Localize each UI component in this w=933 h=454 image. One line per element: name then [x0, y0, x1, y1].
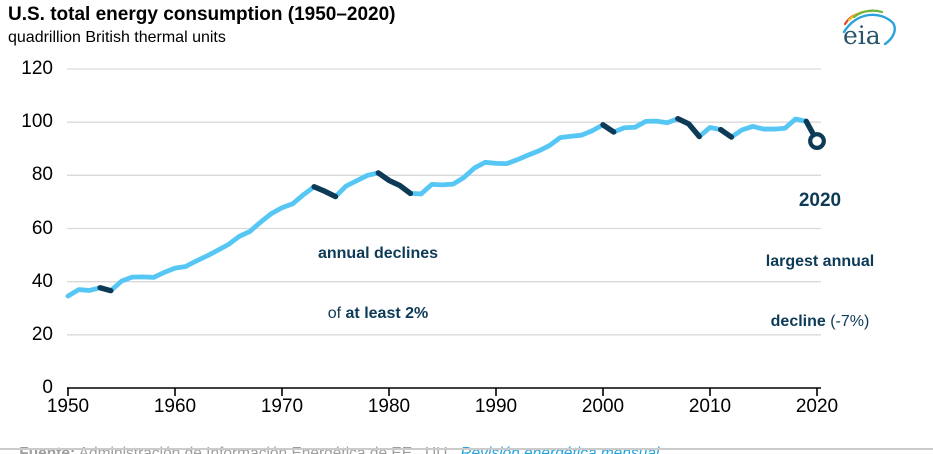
chart-title: U.S. total energy consumption (1950–2020… — [8, 4, 396, 25]
chart-subtitle: quadrillion British thermal units — [8, 29, 226, 46]
x-tick-label: 2020 — [795, 396, 839, 417]
decline-segment — [803, 118, 816, 136]
y-tick-label: 80 — [31, 164, 53, 186]
annotation-2020-decline: 2020 largest annual decline (-7%) — [738, 149, 902, 372]
decline-segment — [375, 170, 414, 197]
eia-logo-text: eia — [843, 21, 881, 50]
decline-segment — [718, 126, 735, 140]
y-tick-label: 120 — [21, 58, 53, 79]
x-tick-label: 1990 — [474, 396, 518, 417]
decline-segment — [97, 285, 114, 294]
y-tick-label: 100 — [21, 111, 53, 133]
x-tick-label: 1980 — [367, 396, 411, 417]
bottom-divider — [0, 448, 933, 450]
y-tick-label: 20 — [31, 323, 53, 345]
y-tick-label: 40 — [31, 270, 53, 292]
annotation-2020-line3: decline (-7%) — [770, 313, 870, 330]
decline-segment — [311, 184, 339, 200]
x-tick-label: 1960 — [153, 396, 197, 417]
annotation-declines-line2: of at least 2% — [327, 305, 429, 322]
eia-logo: eia — [842, 9, 896, 50]
annotation-2020-line2: largest annual — [765, 253, 875, 270]
x-tick-label: 1950 — [46, 396, 90, 417]
decline-segment — [675, 116, 702, 140]
eia-logo-blue-swoosh — [842, 13, 896, 46]
y-tick-label: 60 — [31, 217, 53, 239]
decline-segment — [600, 122, 617, 135]
annotation-declines: annual declines of at least 2% — [298, 204, 458, 364]
eia-logo-green-swoosh — [852, 9, 884, 19]
y-tick-label: 0 — [42, 377, 53, 398]
x-tick-label: 1970 — [260, 396, 304, 417]
x-tick-label: 2010 — [688, 396, 732, 417]
end-marker-2020 — [808, 132, 826, 150]
annotation-2020-year: 2020 — [798, 190, 842, 211]
annotation-declines-line1: annual declines — [317, 245, 439, 262]
x-tick-label: 2000 — [581, 396, 625, 417]
